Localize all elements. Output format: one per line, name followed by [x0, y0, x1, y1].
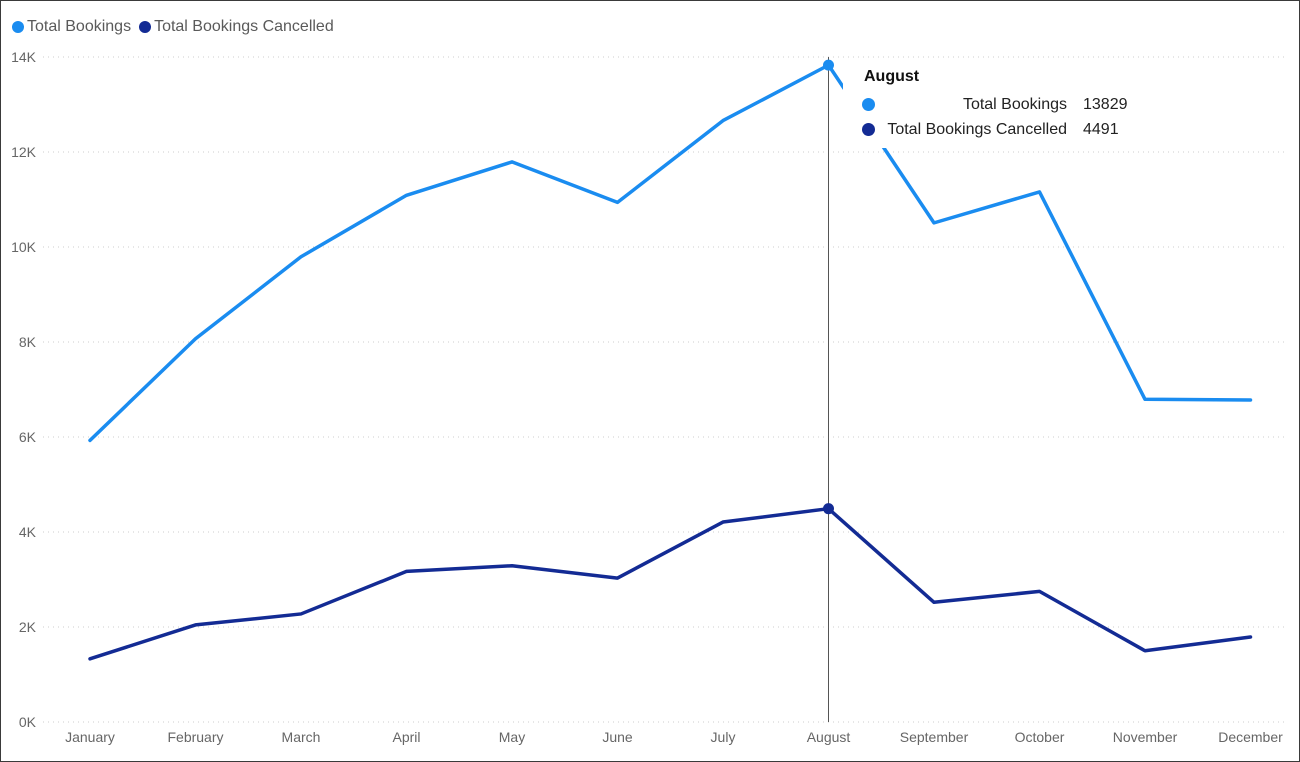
tooltip-value-total-bookings: 13829: [1083, 96, 1128, 113]
x-tick-label: February: [167, 729, 223, 745]
tooltip-label-total-bookings-cancelled: Total Bookings Cancelled: [887, 121, 1067, 138]
y-tick-label: 14K: [11, 49, 37, 65]
tooltip-value-total-bookings-cancelled: 4491: [1083, 121, 1119, 138]
x-tick-label: July: [711, 729, 736, 745]
x-tick-label: April: [392, 729, 420, 745]
tooltip-dot-total-bookings: [862, 98, 875, 111]
y-tick-label: 6K: [19, 429, 37, 445]
series-line-1[interactable]: [88, 506, 1253, 661]
legend-dot-total-bookings: [12, 21, 24, 33]
x-tick-label: October: [1015, 729, 1065, 745]
y-tick-label: 2K: [19, 619, 37, 635]
series-line-0[interactable]: [88, 63, 1253, 443]
hover-tooltip: August Total Bookings 13829 Total Bookin…: [843, 60, 1143, 148]
legend-label-total-bookings: Total Bookings: [27, 18, 132, 35]
tooltip-row-total-bookings: Total Bookings 13829: [862, 94, 1142, 116]
legend-label-total-bookings-cancelled: Total Bookings Cancelled: [154, 18, 334, 35]
tooltip-label-total-bookings: Total Bookings: [962, 96, 1067, 113]
data-point-0-7[interactable]: [823, 59, 834, 71]
x-tick-label: January: [65, 729, 115, 745]
tooltip-title: August: [864, 68, 920, 85]
y-tick-label: 0K: [19, 714, 37, 730]
x-tick-label: November: [1113, 729, 1178, 745]
y-tick-label: 8K: [19, 334, 37, 350]
x-tick-label: June: [602, 729, 633, 745]
y-tick-label: 12K: [11, 144, 37, 160]
x-tick-label: March: [282, 729, 321, 745]
x-tick-label: August: [807, 729, 851, 745]
chart-legend: Total Bookings Total Bookings Cancelled: [12, 18, 342, 36]
tooltip-dot-total-bookings-cancelled: [862, 123, 875, 136]
data-point-1-7[interactable]: [823, 503, 834, 515]
y-tick-label: 10K: [11, 239, 37, 255]
legend-dot-total-bookings-cancelled: [139, 21, 152, 33]
y-tick-label: 4K: [19, 524, 37, 540]
legend-item-total-bookings-cancelled[interactable]: Total Bookings Cancelled: [139, 18, 334, 36]
x-tick-label: May: [499, 729, 525, 745]
legend-item-total-bookings[interactable]: Total Bookings: [12, 18, 131, 36]
tooltip-row-total-bookings-cancelled: Total Bookings Cancelled 4491: [862, 119, 1142, 141]
x-tick-label: December: [1218, 729, 1283, 745]
x-tick-label: September: [900, 729, 969, 745]
